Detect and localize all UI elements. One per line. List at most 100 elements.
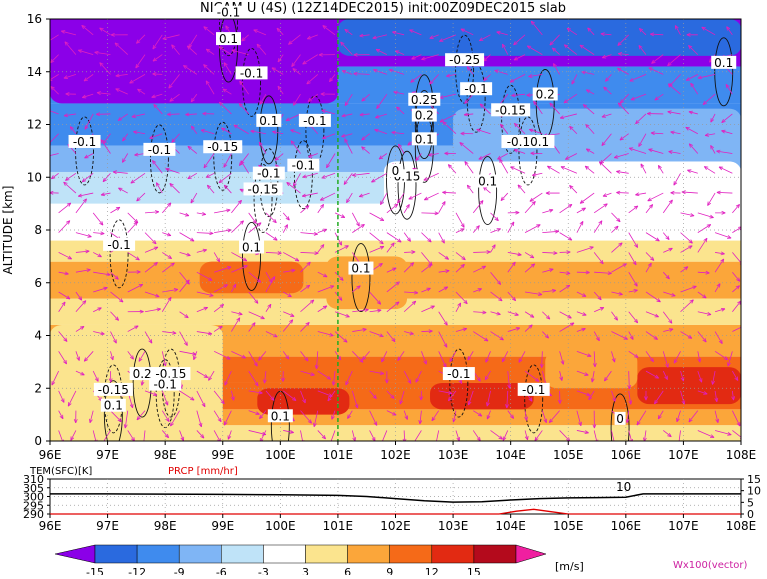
wind-vector-head-22 (434, 443, 437, 447)
contour-label-20: -0.15 (491, 103, 530, 117)
u-patch-0 (200, 262, 304, 294)
altitude-longitude-section: -0.1-0.10.1-0.1-0.150.1-0.1-0.1-0.1-0.15… (1, 0, 756, 462)
contour-label-text: -0.1 (522, 383, 545, 397)
contour-label-text: 0.1 (219, 32, 238, 46)
colorbar-cell-low (55, 545, 95, 563)
sub-left-tick-label: 290 (23, 508, 44, 521)
chart-title: NICAM U (4S) (12Z14DEC2015) init:00Z09DE… (200, 1, 566, 16)
y-tick-label: 16 (27, 12, 42, 26)
contour-label-text: 0.1 (478, 175, 497, 189)
contour-label-15: 0.2 (412, 109, 437, 123)
wind-vector-head-560 (44, 155, 48, 158)
contour-label-text: -0.15 (248, 182, 279, 196)
contour-label-12: 0.1 (348, 262, 373, 276)
contour-label-8: -0.1 (253, 167, 285, 181)
sub-x-tick-label: 101E (323, 519, 354, 533)
contour-label-text: 0.1 (259, 114, 278, 128)
x-tick-label: 102E (380, 448, 411, 462)
contour-label-19: 0.2 (533, 87, 558, 101)
sub-x-tick-label: 105E (553, 519, 584, 533)
contour-label-text: -0.15 (98, 383, 129, 397)
wind-vector-384 (473, 252, 490, 253)
contour-label-23: 0.1 (475, 175, 500, 189)
contour-label-10: -0.1 (103, 238, 135, 252)
contour-label-text: -0.1 (257, 167, 280, 181)
y-axis-label: ALTITUDE [km] (1, 186, 15, 275)
u-patch-7 (384, 161, 741, 214)
colorbar-tick-label: 6 (344, 566, 351, 575)
contour-label-1: -0.1 (143, 143, 175, 157)
contour-label-27: -0.15 (94, 383, 133, 397)
wind-vector-head-800 (46, 40, 50, 43)
contour-label-21: -0.10.1 (501, 135, 554, 149)
sub-grid-lines (50, 479, 741, 514)
y-tick-label: 14 (27, 65, 42, 79)
contour-label-text: 0.2 (415, 109, 434, 123)
sub-x-tick-label: 97E (96, 519, 119, 533)
y-tick-label: 0 (34, 434, 42, 448)
x-tick-label: 105E (553, 448, 584, 462)
contour-label-33: -0.1 (518, 383, 550, 397)
x-tick-label: 106E (611, 448, 642, 462)
prcp-label: PRCP [mm/hr] (168, 466, 238, 477)
u-patch-9 (50, 19, 338, 103)
contour-label-7: -0.1 (287, 159, 319, 173)
y-tick-label: 4 (34, 329, 42, 343)
sub-x-tick-label: 107E (668, 519, 699, 533)
contour-label-text: 0.1 (104, 399, 123, 413)
colorbar-tick-label: -6 (216, 566, 227, 575)
contour-label-text: -0.25 (449, 53, 480, 67)
x-tick-label: 100E (265, 448, 296, 462)
contour-label-3: -0.1 (236, 66, 268, 80)
u-patch-6 (50, 325, 223, 441)
contour-label-18: -0.1 (460, 82, 492, 96)
colorbar-tick-label: -9 (174, 566, 185, 575)
contour-label-24: 0 (390, 164, 401, 178)
contour-label-text: -0.1 (148, 143, 171, 157)
u-patch-10 (338, 19, 741, 56)
contour-label-text: -0.1 (107, 238, 130, 252)
wind-vector-head-5 (142, 443, 145, 447)
contour-label-17: -0.25 (445, 53, 484, 67)
sub-x-tick-label: 102E (380, 519, 411, 533)
contour-label-text: -0.15 (207, 140, 238, 154)
contour-label-34: 0 (615, 412, 626, 426)
colorbar-cells (55, 545, 546, 563)
contour-label-11: 0.1 (239, 240, 264, 254)
sub-x-tick-label: 103E (438, 519, 469, 533)
y-tick-label: 6 (34, 276, 42, 290)
colorbar-tick-label: 9 (386, 566, 393, 575)
colorbar-cell (263, 545, 305, 563)
colorbar-cell (474, 545, 516, 563)
colorbar-tick-label: 12 (425, 566, 439, 575)
contour-label-text: 0.1 (714, 56, 733, 70)
colorbar-cell (95, 545, 137, 563)
colorbar-cell (221, 545, 263, 563)
sub-right-tick-label: 0 (747, 508, 754, 521)
wind-vector-head-19 (381, 441, 384, 445)
contour-label-text: 0.2 (536, 87, 555, 101)
contour-label-25: 0.1 (711, 56, 736, 70)
contour-label-28: 0.1 (101, 399, 126, 413)
u-patch-4 (637, 367, 741, 404)
wind-vector-head-32 (613, 443, 616, 447)
colorbar-tick-label: -3 (258, 566, 269, 575)
contour-label-0: -0.1 (69, 135, 101, 149)
sub-x-tick-label: 100E (265, 519, 296, 533)
y-tick-label: 10 (27, 170, 42, 184)
vector-legend-label: Wx100(vector) (673, 560, 748, 571)
contour-label-4: -0.15 (203, 140, 242, 154)
wind-vector-head-21 (412, 441, 415, 445)
x-tick-label: 104E (495, 448, 526, 462)
contour-label-6: -0.1 (299, 114, 331, 128)
contour-label-5: 0.1 (256, 114, 281, 128)
sub-x-tick-label: 99E (211, 519, 234, 533)
contour-label-text: 0 (616, 412, 624, 426)
sub-x-tick-label: 104E (495, 519, 526, 533)
contour-label-text: -0.1 (153, 378, 176, 392)
